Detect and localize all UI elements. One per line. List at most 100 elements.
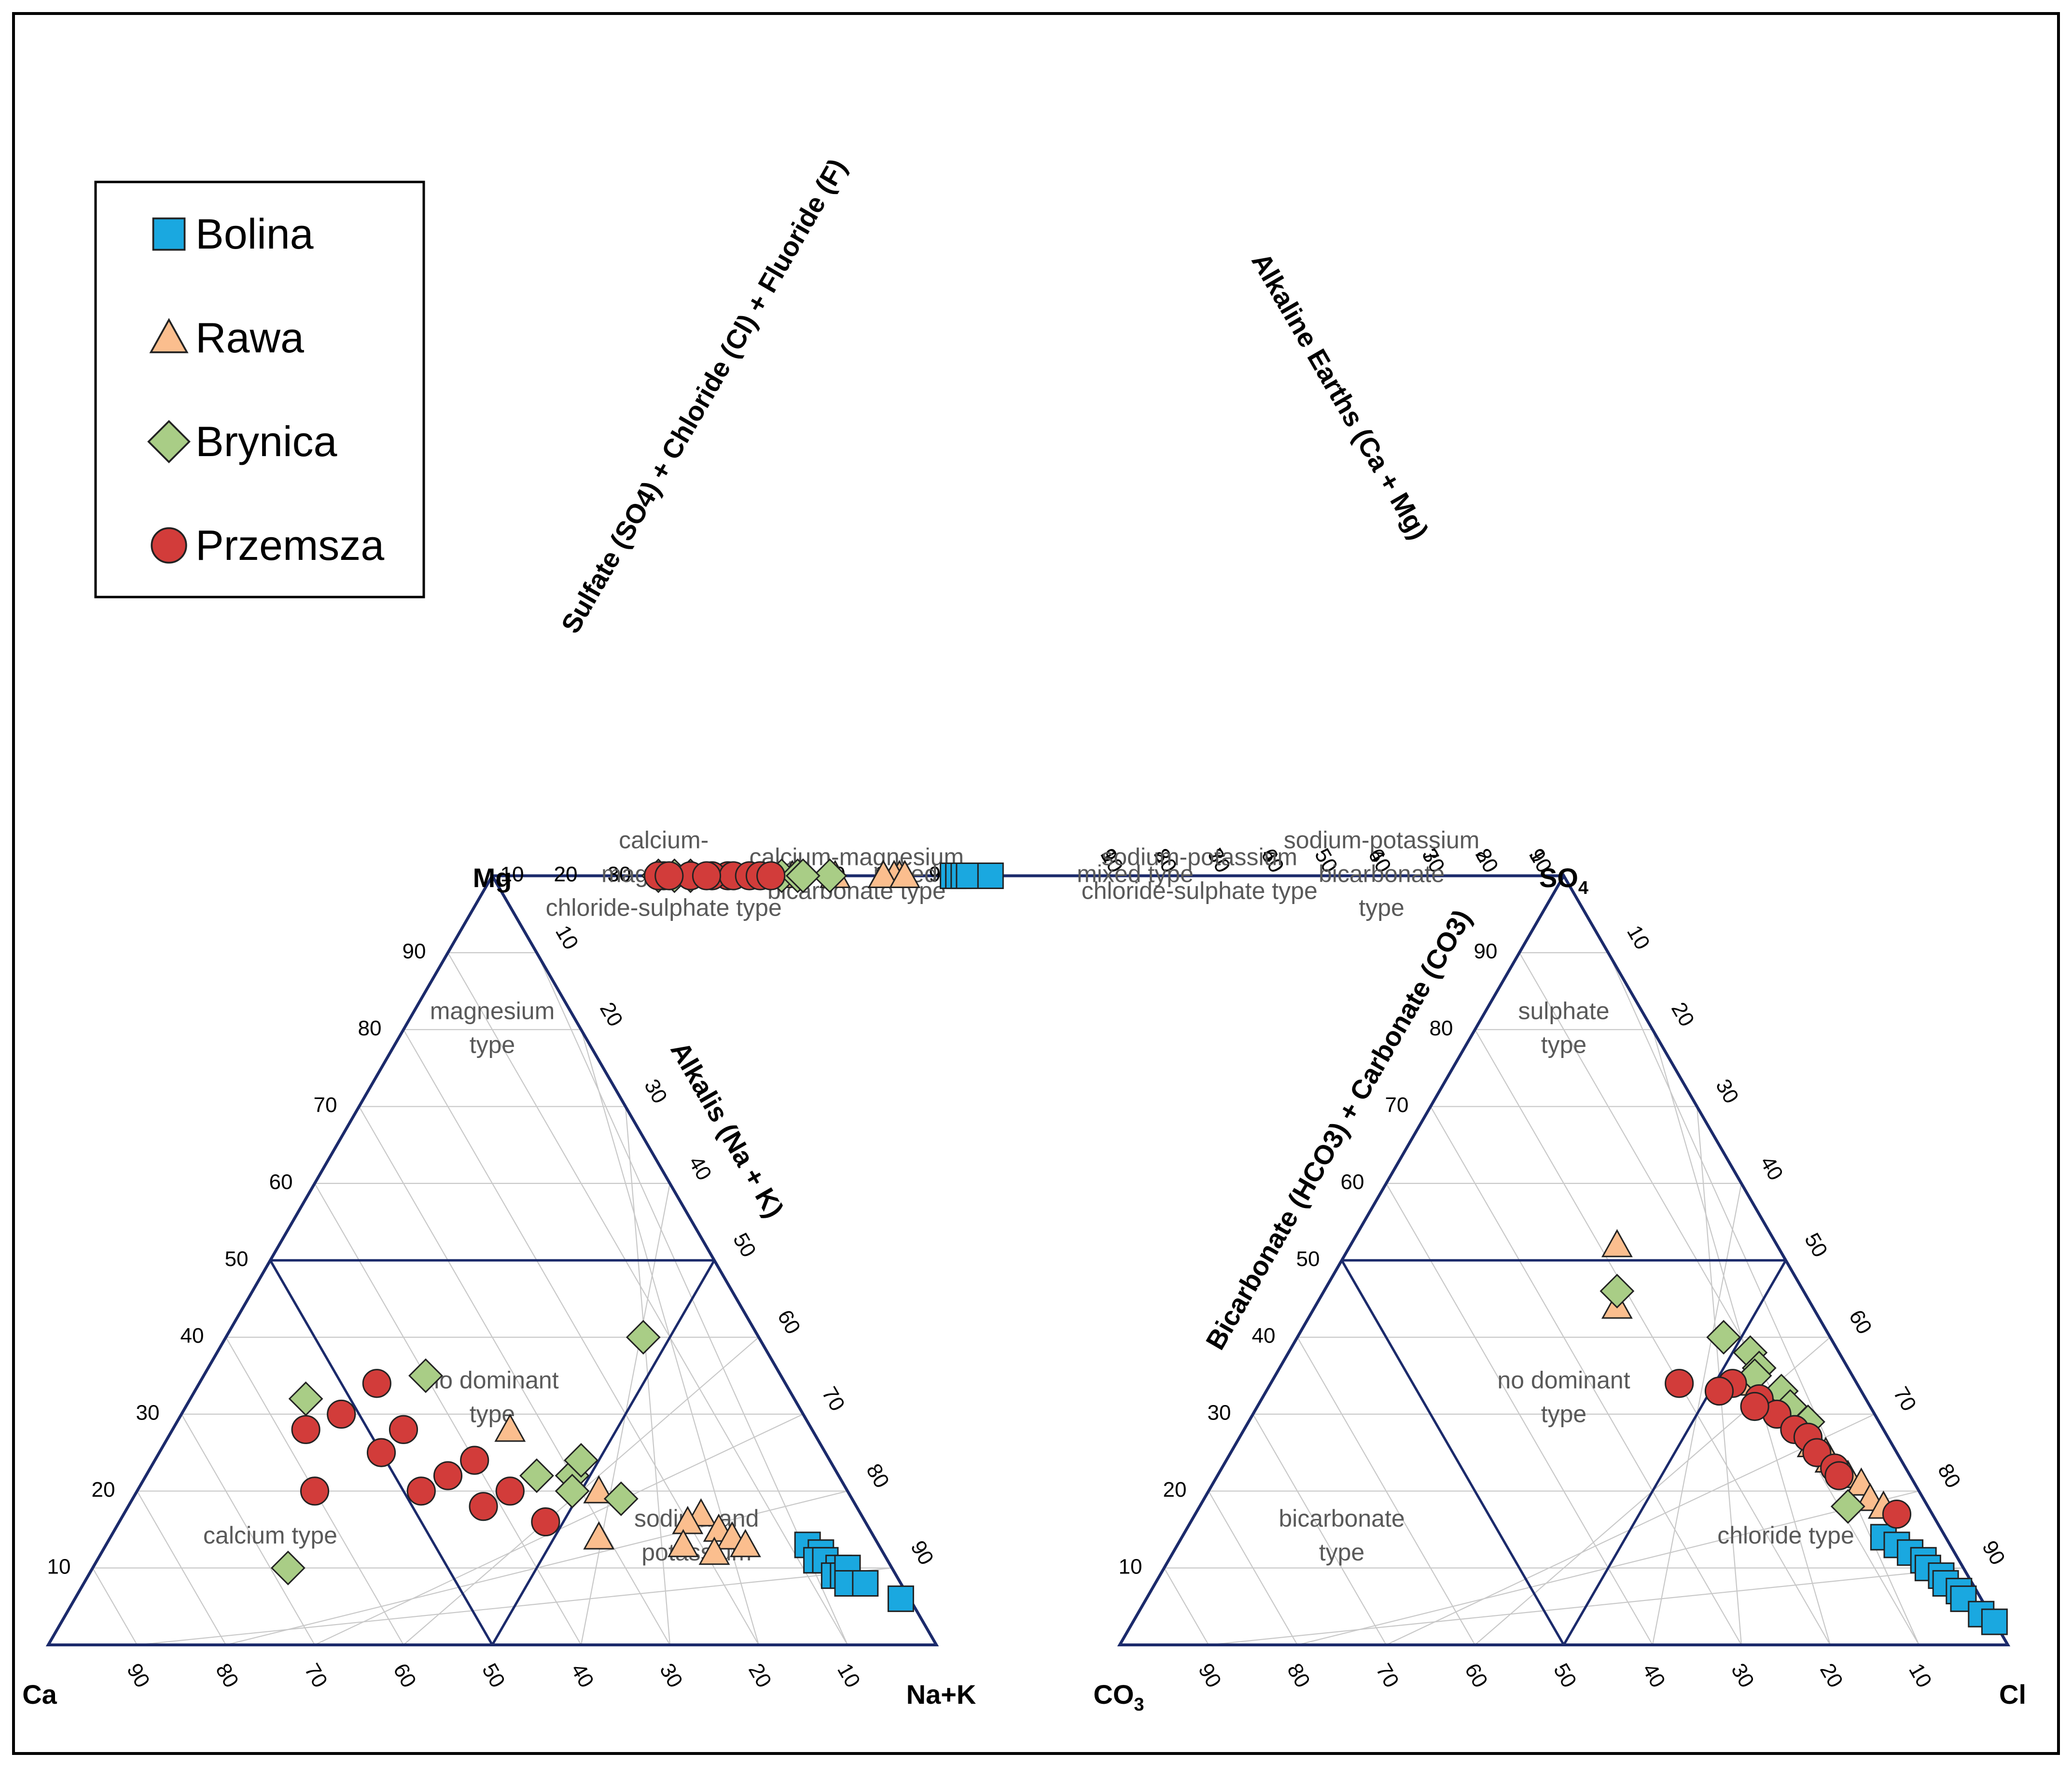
point-rawa-diamond xyxy=(889,860,921,888)
diamond-zone-label: bicarbonate xyxy=(1319,861,1445,888)
anion-zone-line-right xyxy=(1562,1260,1787,1646)
point-rawa-cation xyxy=(698,1536,730,1565)
point-brynica-diamond xyxy=(785,858,820,893)
point-przemsza-anion xyxy=(1882,1500,1912,1529)
point-przemsza-cation xyxy=(433,1461,463,1490)
cation-zone-label: magnesium xyxy=(430,997,555,1024)
legend-marker-brynica xyxy=(147,420,191,463)
diamond-tick-so4cl: 30 xyxy=(608,863,631,886)
legend-label-przemsza: Przemsza xyxy=(195,521,384,569)
point-rawa-cation xyxy=(729,1529,761,1558)
cation-tick-mg: 70 xyxy=(314,1093,337,1117)
point-przemsza-anion xyxy=(1665,1369,1694,1398)
cation-tick-mg: 90 xyxy=(403,939,426,963)
anion-zone-label: type xyxy=(1319,1539,1365,1566)
point-przemsza-cation xyxy=(460,1446,489,1475)
legend-label-brynica: Brynica xyxy=(195,417,337,465)
diamond-zone-label: sodium-potassium xyxy=(1101,844,1297,871)
point-przemsza-cation xyxy=(495,1476,525,1506)
point-rawa-cation xyxy=(667,1529,699,1558)
cation-zone-label: no dominant xyxy=(426,1366,558,1393)
diamond-zone-label: chloride-sulphate type xyxy=(546,894,782,921)
point-przemsza-cation xyxy=(366,1438,396,1467)
cation-grid-a xyxy=(403,1029,759,1645)
point-przemsza-cation xyxy=(406,1476,436,1506)
cation-tick-mg: 20 xyxy=(92,1478,115,1502)
cation-grid-a xyxy=(137,1490,226,1645)
anion-zone-label: sulphate xyxy=(1518,997,1609,1024)
corner-co3: CO3 xyxy=(1093,1679,1144,1715)
anion-tick-so4: 40 xyxy=(1252,1324,1276,1348)
point-brynica-cation xyxy=(564,1443,598,1478)
point-bolina-anion xyxy=(1981,1608,2008,1635)
legend-markers xyxy=(147,217,191,564)
cation-tick-mg: 10 xyxy=(47,1555,71,1578)
point-przemsza-diamond xyxy=(692,861,722,890)
cation-grid-a xyxy=(447,952,848,1645)
point-przemsza-cation xyxy=(300,1476,330,1506)
legend-marker-przemsza xyxy=(151,527,187,564)
anion-zone-label: type xyxy=(1541,1400,1587,1427)
point-rawa-cation xyxy=(494,1413,526,1442)
legend-marker-bolina xyxy=(152,217,186,251)
corner-cl: Cl xyxy=(1999,1679,2026,1710)
anion-grid-a xyxy=(1519,952,1919,1645)
diamond-zone-label: sodium-potassium xyxy=(1284,827,1480,854)
point-rawa-anion xyxy=(1601,1229,1633,1257)
anion-zone-label: chloride type xyxy=(1717,1522,1854,1549)
point-przemsza-anion xyxy=(1824,1461,1854,1490)
anion-corner-labels: CO3 SO4 Cl xyxy=(1093,863,2026,1715)
diamond-zone-label: calcium- xyxy=(619,827,709,854)
cation-tick-mg: 50 xyxy=(225,1247,249,1271)
anion-zone-label: no dominant xyxy=(1497,1366,1630,1393)
legend: Bolina Rawa Brynica Przemsza xyxy=(94,181,425,598)
corner-so4: SO4 xyxy=(1539,863,1588,898)
legend-label-bolina: Bolina xyxy=(195,210,314,258)
anion-zone-line-left xyxy=(1340,1260,1565,1646)
cation-grid-a xyxy=(181,1414,315,1645)
cation-tick-mg: 60 xyxy=(269,1170,293,1194)
anion-grid-a xyxy=(1430,1106,1742,1645)
point-przemsza-cation xyxy=(362,1369,391,1398)
point-brynica-anion xyxy=(1830,1489,1865,1524)
point-bolina-cation xyxy=(852,1570,879,1597)
cation-triangle-frame xyxy=(45,873,939,1646)
corner-mg: Mg xyxy=(473,863,512,893)
anion-zone-label: bicarbonate xyxy=(1279,1505,1405,1532)
corner-nak: Na+K xyxy=(906,1679,976,1710)
anion-tick-so4: 70 xyxy=(1385,1093,1409,1117)
point-przemsza-diamond xyxy=(654,861,684,890)
cation-grid-a xyxy=(359,1106,670,1645)
point-brynica-cation xyxy=(408,1358,443,1393)
anion-grid-a xyxy=(1297,1337,1475,1645)
anion-grid-a xyxy=(1474,1029,1831,1645)
diamond-tick-so4cl: 10 xyxy=(501,863,524,886)
point-brynica-cation xyxy=(270,1550,306,1586)
point-rawa-cation xyxy=(583,1521,615,1550)
corner-so4-subscript: 4 xyxy=(1578,878,1588,898)
diamond-zone-label: mixed type xyxy=(1077,861,1194,888)
anion-grid-a xyxy=(1208,1490,1298,1645)
anion-tick-so4: 80 xyxy=(1430,1016,1453,1040)
anion-grid-a xyxy=(1252,1414,1387,1645)
anion-tick-so4: 30 xyxy=(1208,1401,1231,1425)
anion-tick-so4: 10 xyxy=(1119,1555,1142,1578)
point-brynica-cation xyxy=(555,1474,590,1509)
point-brynica-cation xyxy=(603,1481,639,1517)
anion-tick-so4: 90 xyxy=(1474,939,1498,963)
legend-label-rawa: Rawa xyxy=(195,314,304,362)
point-przemsza-cation xyxy=(291,1415,320,1444)
diamond-zone-label: type xyxy=(1359,894,1405,921)
corner-ca: Ca xyxy=(22,1679,57,1710)
cation-tick-mg: 30 xyxy=(136,1401,160,1425)
point-rawa-cation xyxy=(583,1475,615,1503)
anion-tick-so4: 50 xyxy=(1296,1247,1320,1271)
point-przemsza-anion xyxy=(1740,1391,1769,1421)
diamond-tick-so4cl: 20 xyxy=(554,863,578,886)
point-brynica-anion xyxy=(1706,1320,1741,1355)
point-przemsza-cation xyxy=(469,1492,498,1521)
anion-tick-so4: 60 xyxy=(1341,1170,1364,1194)
corner-co3-subscript: 3 xyxy=(1134,1695,1144,1715)
point-bolina-cation xyxy=(887,1585,914,1612)
